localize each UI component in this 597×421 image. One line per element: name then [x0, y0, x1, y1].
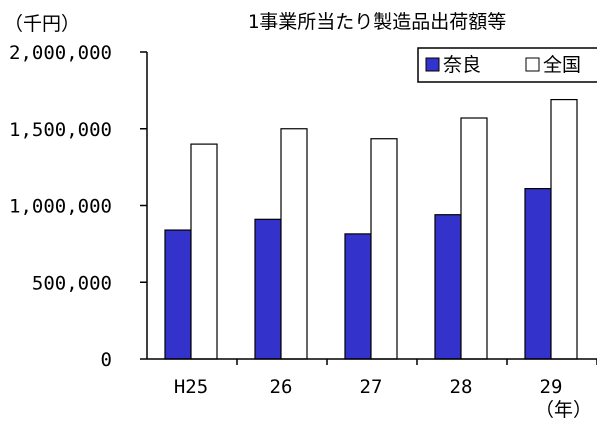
x-axis-labels: H25 26 27 28 29: [174, 359, 597, 398]
x-tick-label: H25: [174, 376, 208, 398]
bar-nara: [434, 214, 462, 360]
bars: [164, 98, 578, 360]
x-tick-label: 26: [270, 376, 293, 398]
bar-zenkoku: [280, 128, 308, 360]
x-tick-label: 27: [360, 376, 383, 398]
legend-swatch-nara: [425, 57, 440, 72]
y-tick-label: 0: [101, 349, 112, 371]
x-unit-label: （年）: [535, 399, 592, 421]
y-tick-label: 500,000: [32, 272, 112, 294]
legend-label-zenkoku: 全国: [543, 54, 581, 76]
x-tick-label: 28: [450, 376, 473, 398]
y-axis-ticks: 0 500,000 1,000,000 1,500,000 2,000,000: [9, 42, 147, 371]
legend-swatch-zenkoku: [525, 57, 540, 72]
y-unit-label: （千円）: [4, 13, 80, 35]
bar-zenkoku: [190, 143, 218, 360]
bar-nara: [344, 233, 372, 360]
chart-title: 1事業所当たり製造品出荷額等: [248, 11, 506, 33]
bar-zenkoku: [550, 98, 578, 360]
legend: 奈良 全国: [417, 47, 597, 83]
bar-nara: [254, 218, 282, 360]
bar-zenkoku: [460, 117, 488, 360]
y-tick-label: 2,000,000: [9, 42, 112, 64]
y-tick-label: 1,500,000: [9, 119, 112, 141]
legend-label-nara: 奈良: [443, 54, 481, 76]
bar-nara: [524, 188, 552, 360]
y-tick-label: 1,000,000: [9, 196, 112, 218]
x-tick-label: 29: [540, 376, 563, 398]
bar-zenkoku: [370, 138, 398, 360]
bar-nara: [164, 229, 192, 360]
legend-box: [417, 47, 597, 83]
